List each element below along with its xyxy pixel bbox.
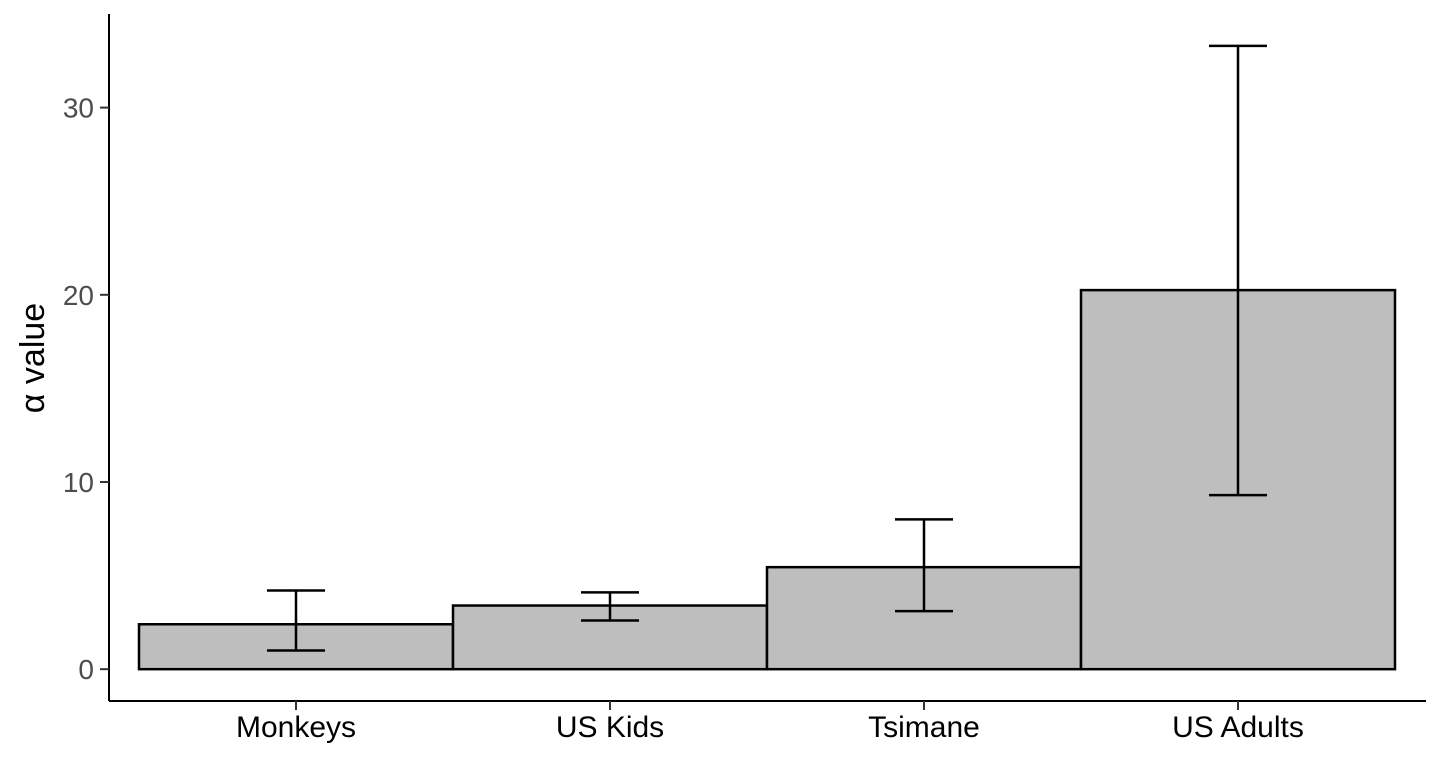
y-tick-label: 30 [63, 93, 94, 124]
y-axis-title: α value [14, 303, 52, 413]
y-tick-label: 0 [78, 654, 94, 685]
y-tick-label: 20 [63, 280, 94, 311]
x-tick-label: US Adults [1172, 711, 1304, 744]
y-tick-label: 10 [63, 467, 94, 498]
x-tick-label: US Kids [556, 711, 664, 744]
x-tick-label: Monkeys [236, 711, 356, 744]
y-ticks-group: 0 10 20 30 [63, 93, 109, 685]
x-tick-label: Tsimane [868, 711, 980, 744]
bars-group [137, 288, 1397, 671]
error-bars-group [267, 44, 1267, 652]
x-ticks-group: Monkeys US Kids Tsimane US Adults [236, 701, 1304, 744]
